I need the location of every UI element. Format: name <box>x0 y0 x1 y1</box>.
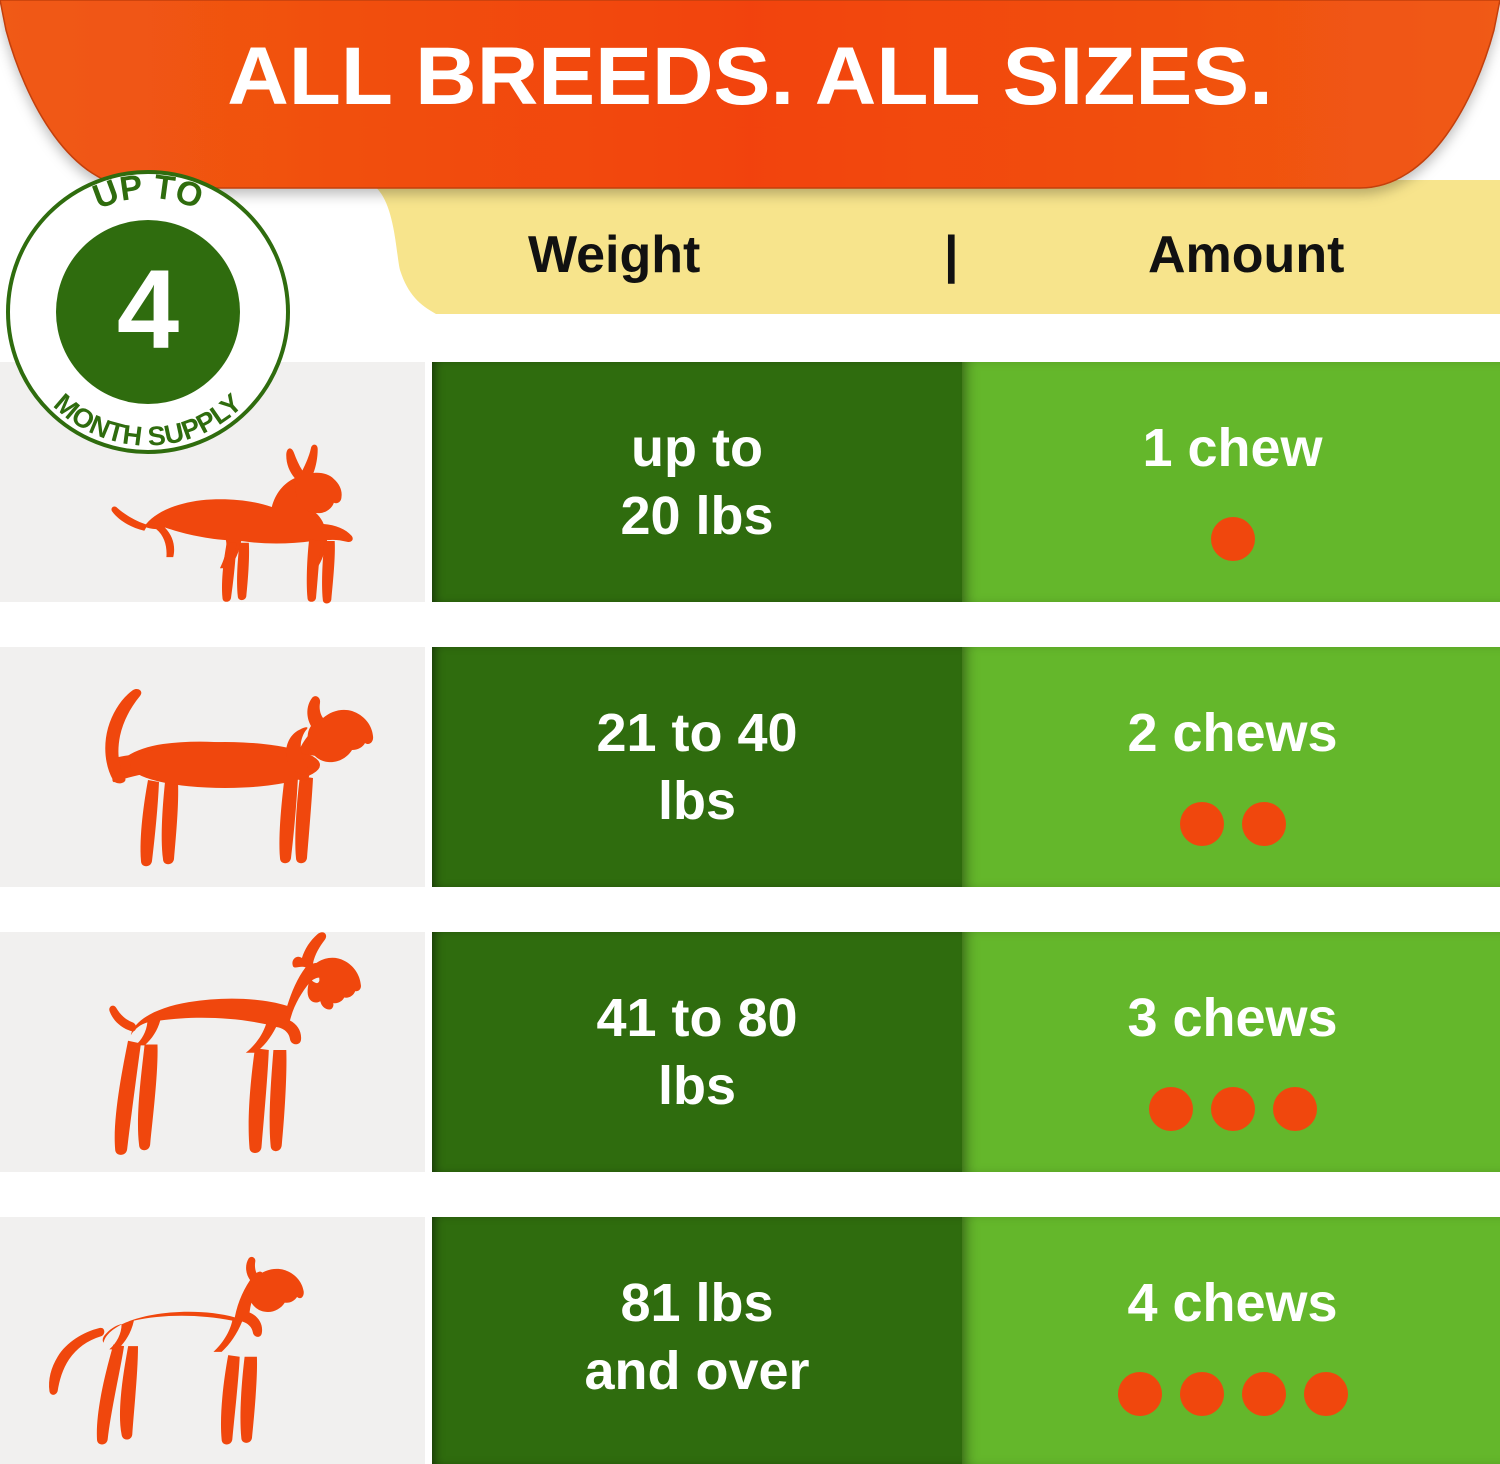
svg-text:4: 4 <box>117 247 179 372</box>
